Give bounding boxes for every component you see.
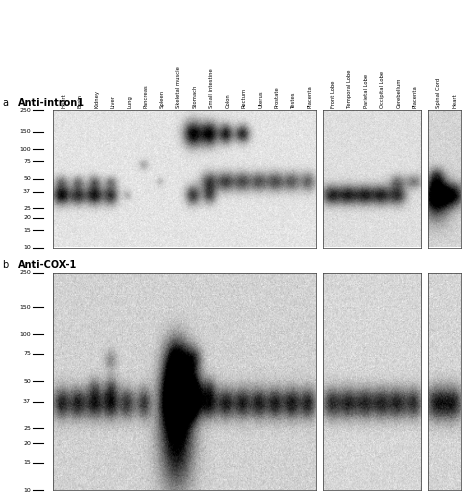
Text: 20: 20 — [23, 216, 31, 220]
Text: Stomach: Stomach — [193, 84, 198, 108]
Text: Skeletal muscle: Skeletal muscle — [176, 66, 181, 108]
Text: Lung: Lung — [127, 95, 132, 108]
Text: Kidney: Kidney — [94, 90, 99, 108]
Text: Front Lobe: Front Lobe — [331, 80, 336, 108]
Text: Anti-intron1: Anti-intron1 — [18, 98, 85, 108]
Text: 15: 15 — [23, 460, 31, 465]
Text: 10: 10 — [23, 488, 31, 492]
Text: Testes: Testes — [291, 92, 296, 108]
Text: 250: 250 — [19, 270, 31, 275]
Text: a: a — [2, 98, 8, 108]
Text: Placenta: Placenta — [307, 85, 313, 108]
Text: Small intestine: Small intestine — [209, 68, 214, 108]
Text: 50: 50 — [23, 379, 31, 384]
Text: Placenta: Placenta — [413, 85, 418, 108]
Text: 75: 75 — [23, 352, 31, 356]
Text: Prostate: Prostate — [275, 86, 280, 108]
Text: 25: 25 — [23, 426, 31, 430]
Text: Liver: Liver — [111, 95, 116, 108]
Text: 100: 100 — [19, 146, 31, 152]
Text: 37: 37 — [23, 189, 31, 194]
Text: 100: 100 — [19, 332, 31, 337]
Text: Spinal Cord: Spinal Cord — [436, 78, 441, 108]
Text: 75: 75 — [23, 159, 31, 164]
Text: Brain: Brain — [78, 94, 83, 108]
Text: Temporal Lobe: Temporal Lobe — [347, 70, 352, 108]
Text: 250: 250 — [19, 108, 31, 112]
Text: Cerebellum: Cerebellum — [396, 78, 401, 108]
Text: Spleen: Spleen — [160, 90, 165, 108]
Text: Parietal Lobe: Parietal Lobe — [363, 74, 369, 108]
Text: 20: 20 — [23, 440, 31, 446]
Text: 25: 25 — [23, 206, 31, 211]
Text: 150: 150 — [19, 130, 31, 134]
Text: Rectum: Rectum — [242, 88, 247, 108]
Text: 15: 15 — [23, 228, 31, 232]
Text: Heart: Heart — [452, 93, 457, 108]
Text: Anti-COX-1: Anti-COX-1 — [18, 260, 77, 270]
Text: 10: 10 — [23, 245, 31, 250]
Text: Pancreas: Pancreas — [144, 84, 149, 108]
Text: 150: 150 — [19, 304, 31, 310]
Text: b: b — [2, 260, 8, 270]
Text: Occipital Lobe: Occipital Lobe — [380, 70, 385, 108]
Text: Uterus: Uterus — [258, 90, 263, 108]
Text: Heart: Heart — [62, 93, 67, 108]
Text: 37: 37 — [23, 399, 31, 404]
Text: 50: 50 — [23, 176, 31, 181]
Text: Colon: Colon — [225, 93, 231, 108]
